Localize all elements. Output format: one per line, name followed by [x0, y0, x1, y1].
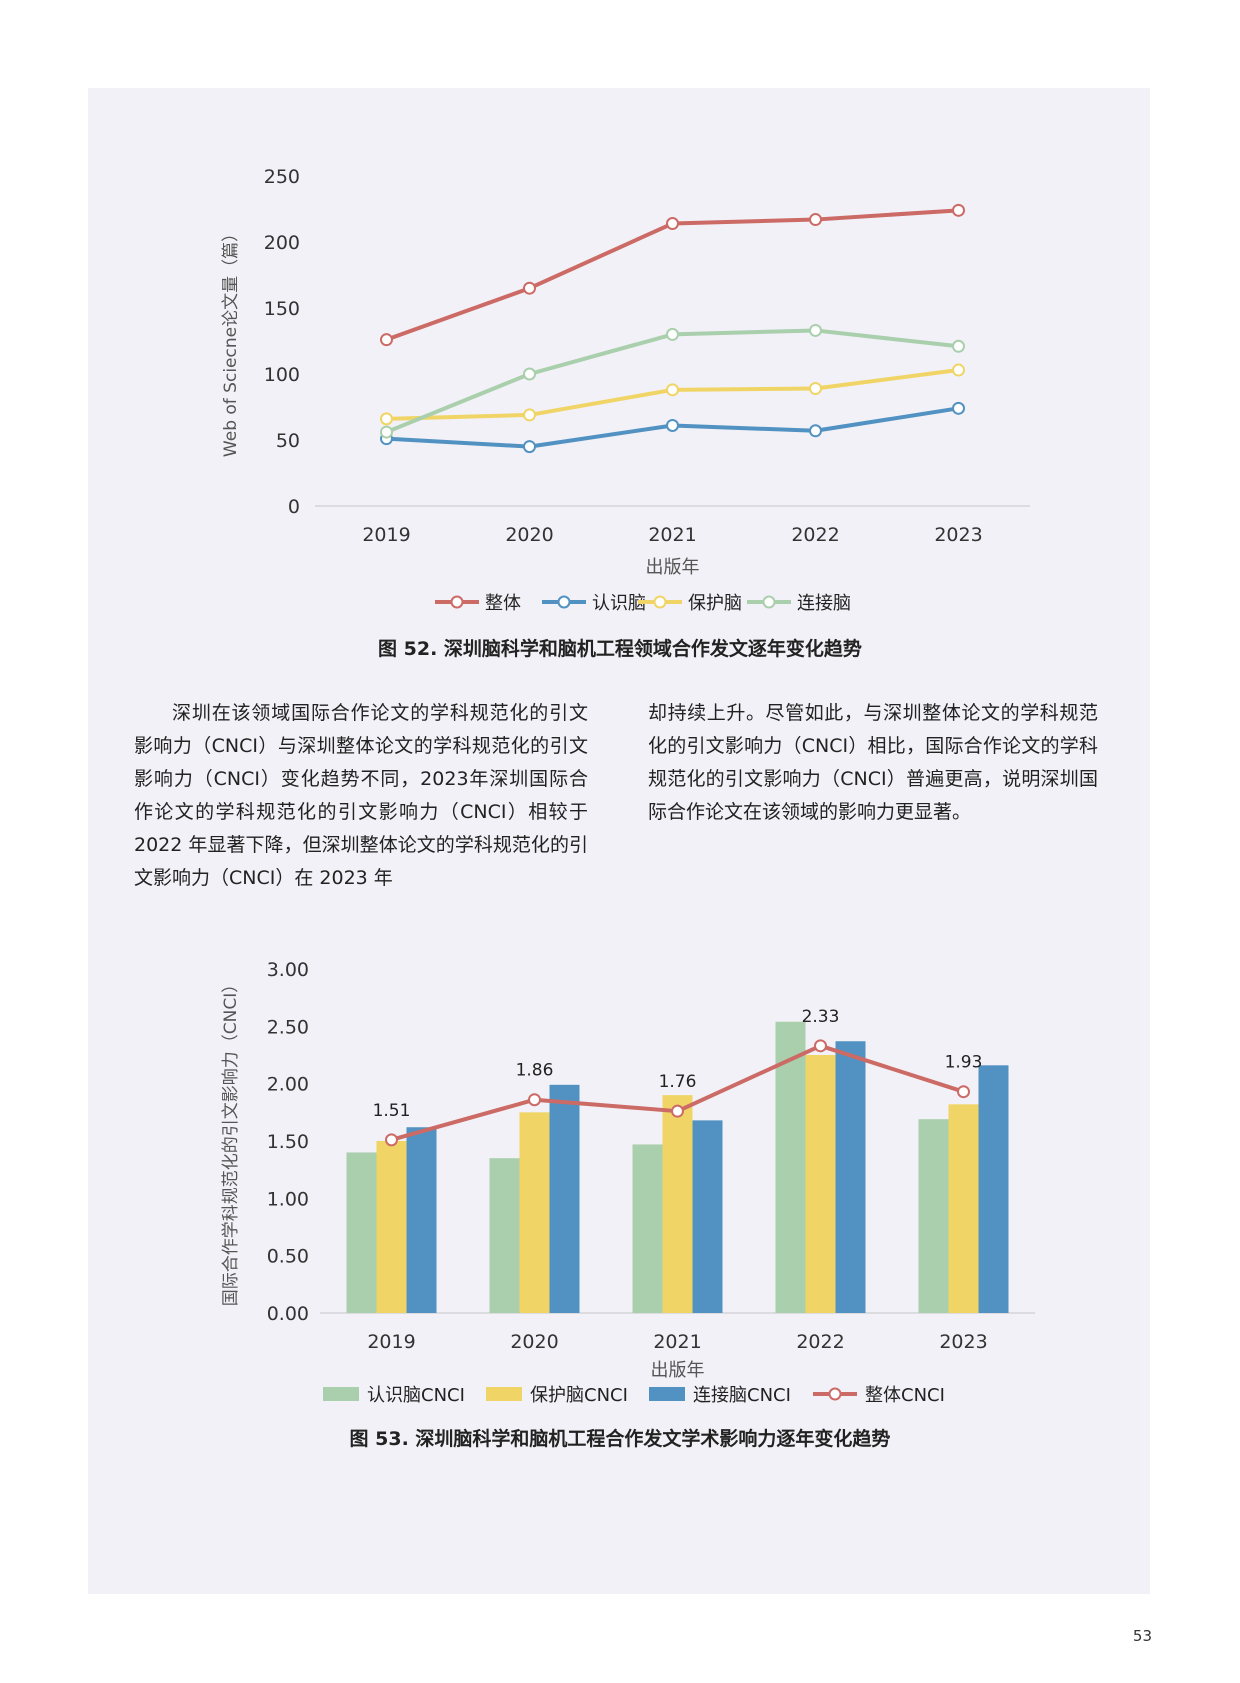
data-point: [523, 408, 536, 422]
legend-marker: [828, 1387, 842, 1401]
data-point: [528, 1093, 541, 1107]
bar: [549, 1084, 580, 1313]
data-point: [952, 339, 965, 353]
bar: [406, 1127, 437, 1313]
x-tick-label: 2019: [367, 1331, 415, 1353]
legend-label: 连接脑CNCI: [693, 1385, 791, 1406]
bar: [346, 1152, 377, 1313]
body-paragraph-left: 深圳在该领域国际合作论文的学科规范化的引文影响力（CNCI）与深圳整体论文的学科…: [134, 702, 588, 889]
x-tick-label: 2019: [362, 524, 410, 546]
y-tick-label: 0.50: [267, 1246, 309, 1268]
bar: [948, 1104, 979, 1313]
x-tick-label: 2020: [505, 524, 553, 546]
body-paragraph-right: 却持续上升。尽管如此，与深圳整体论文的学科规范化的引文影响力（CNCI）相比，国…: [648, 702, 1098, 823]
data-point: [666, 383, 679, 397]
y-axis-title: 国际合作学科规范化的引文影响力（CNCI）: [221, 976, 241, 1306]
y-axis-title: Web of Sciecne论文量（篇）: [221, 225, 241, 457]
y-tick-label: 0.00: [267, 1303, 309, 1325]
bar: [805, 1055, 836, 1313]
data-point: [957, 1085, 970, 1099]
page-panel: [88, 88, 1150, 1594]
y-tick-label: 2.50: [267, 1016, 309, 1038]
x-tick-label: 2022: [791, 524, 839, 546]
legend-marker: [557, 595, 571, 609]
y-tick-label: 200: [264, 232, 300, 254]
legend-swatch: [486, 1387, 522, 1401]
data-point: [809, 424, 822, 438]
y-tick-label: 2.00: [267, 1074, 309, 1096]
data-point: [671, 1104, 684, 1118]
data-point: [952, 401, 965, 415]
legend-label: 认识脑: [592, 593, 646, 614]
y-tick-label: 1.50: [267, 1131, 309, 1153]
y-tick-label: 250: [264, 166, 300, 188]
data-point: [666, 418, 679, 432]
legend-swatch: [323, 1387, 359, 1401]
data-point: [523, 281, 536, 295]
legend-marker: [450, 595, 464, 609]
bar: [662, 1095, 693, 1313]
y-tick-label: 50: [276, 430, 300, 452]
legend-swatch: [649, 1387, 685, 1401]
body-text-right: 却持续上升。尽管如此，与深圳整体论文的学科规范化的引文影响力（CNCI）相比，国…: [648, 697, 1098, 829]
data-point: [814, 1039, 827, 1053]
data-label: 2.33: [802, 1007, 840, 1027]
data-point: [385, 1133, 398, 1147]
y-tick-label: 1.00: [267, 1188, 309, 1210]
data-point: [952, 363, 965, 377]
legend-label: 认识脑CNCI: [367, 1385, 465, 1406]
bar: [376, 1141, 407, 1313]
y-tick-label: 150: [264, 298, 300, 320]
figure52-caption: 图 52. 深圳脑科学和脑机工程领域合作发文逐年变化趋势: [378, 638, 862, 660]
x-tick-label: 2023: [934, 524, 982, 546]
bar: [775, 1021, 806, 1313]
data-point: [809, 323, 822, 337]
legend-label: 整体: [485, 593, 521, 614]
y-tick-label: 3.00: [267, 959, 309, 981]
bar: [692, 1120, 723, 1313]
data-point: [380, 425, 393, 439]
legend-label: 保护脑CNCI: [530, 1385, 628, 1406]
bar: [918, 1119, 949, 1313]
bar: [632, 1144, 663, 1313]
x-axis-title: 出版年: [651, 1360, 705, 1381]
x-tick-label: 2020: [510, 1331, 558, 1353]
x-tick-label: 2021: [653, 1331, 701, 1353]
legend-label: 整体CNCI: [865, 1385, 945, 1406]
y-tick-label: 0: [288, 496, 300, 518]
legend-marker: [653, 595, 667, 609]
data-point: [380, 412, 393, 426]
bar: [489, 1158, 520, 1313]
legend-marker: [762, 595, 776, 609]
data-point: [952, 203, 965, 217]
chart-cnci: 0.00 0.50 1.00 1.50 2.00 2.50 3.00 2019 2020 2021…: [221, 959, 1035, 1406]
body-text-left: 深圳在该领域国际合作论文的学科规范化的引文影响力（CNCI）与深圳整体论文的学科…: [134, 697, 588, 895]
data-label: 1.76: [659, 1072, 697, 1092]
y-tick-label: 100: [264, 364, 300, 386]
legend-label: 连接脑: [797, 593, 851, 614]
data-point: [809, 382, 822, 396]
data-point: [523, 367, 536, 381]
data-label: 1.51: [373, 1101, 411, 1121]
bar: [519, 1112, 550, 1313]
legend-label: 保护脑: [688, 593, 742, 614]
chart-publication-count: 0 50 100 150 200 250 2019 2020 2021 2022 2023 出版年 We…: [221, 166, 1030, 614]
x-tick-label: 2021: [648, 524, 696, 546]
bar: [978, 1065, 1009, 1313]
x-tick-label: 2023: [939, 1331, 987, 1353]
data-label: 1.86: [516, 1061, 554, 1081]
data-point: [666, 217, 679, 231]
data-point: [523, 440, 536, 454]
bar: [835, 1041, 866, 1313]
data-point: [809, 213, 822, 227]
x-axis-title: 出版年: [646, 557, 700, 578]
data-label: 1.93: [945, 1053, 983, 1073]
x-tick-label: 2022: [796, 1331, 844, 1353]
figure53-caption: 图 53. 深圳脑科学和脑机工程合作发文学术影响力逐年变化趋势: [349, 1428, 891, 1450]
page-number: 53: [1132, 1627, 1152, 1645]
data-point: [380, 333, 393, 347]
data-point: [666, 327, 679, 341]
